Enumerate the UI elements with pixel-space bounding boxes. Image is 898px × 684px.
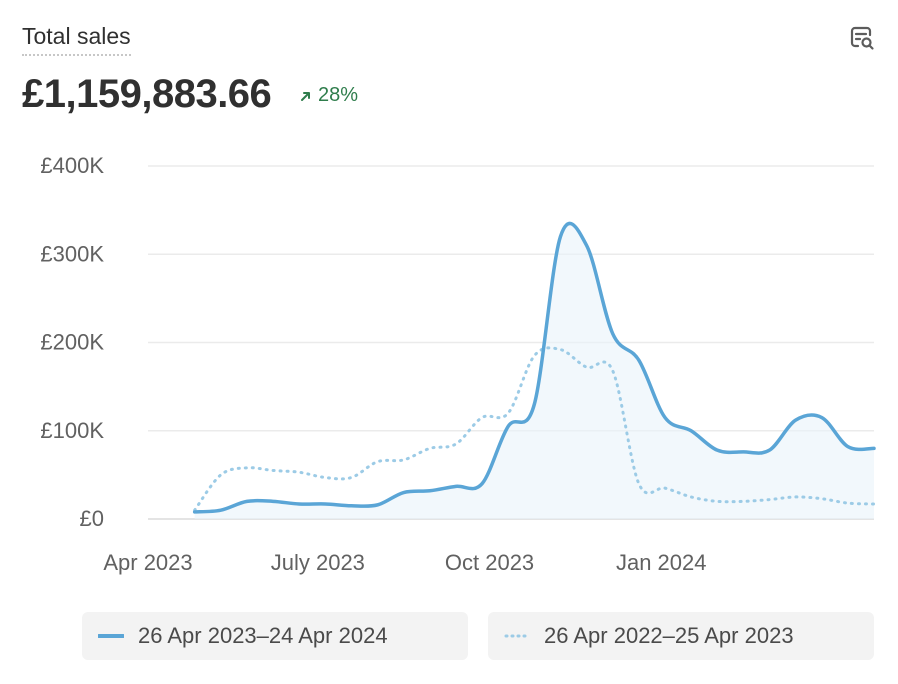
delta-badge: 28%	[298, 84, 358, 107]
legend-item-current[interactable]: 26 Apr 2023–24 Apr 2024	[82, 612, 468, 660]
x-tick-label: Oct 2023	[445, 550, 534, 575]
x-tick-label: Apr 2023	[103, 550, 192, 575]
delta-value: 28%	[318, 84, 359, 106]
table-search-icon	[850, 26, 874, 50]
current-series-area	[194, 223, 875, 520]
y-tick-label: £200K	[40, 330, 104, 355]
solid-line-icon	[98, 634, 124, 638]
y-tick-label: £100K	[40, 418, 104, 443]
y-tick-label: £300K	[40, 241, 104, 266]
y-tick-label: £400K	[40, 153, 104, 178]
x-tick-label: Jan 2024	[616, 550, 707, 575]
total-sales-value: £1,159,883.66	[22, 72, 272, 116]
chart-title[interactable]: Total sales	[22, 22, 131, 56]
explore-data-button[interactable]	[846, 22, 878, 54]
legend-label-previous: 26 Apr 2022–25 Apr 2023	[544, 623, 794, 648]
legend-item-previous[interactable]: 26 Apr 2022–25 Apr 2023	[488, 612, 874, 660]
arrow-up-right-icon	[301, 91, 310, 101]
x-tick-label: July 2023	[271, 550, 365, 575]
y-tick-label: £0	[80, 506, 104, 531]
current-period-line	[192, 221, 876, 514]
previous-period-line	[193, 346, 876, 512]
legend-label-current: 26 Apr 2023–24 Apr 2024	[138, 623, 388, 648]
dotted-line-icon	[504, 634, 530, 638]
sales-line-chart: £0 £100K £200K £300K £400K Apr 2023 July 2023 O…	[40, 153, 876, 575]
